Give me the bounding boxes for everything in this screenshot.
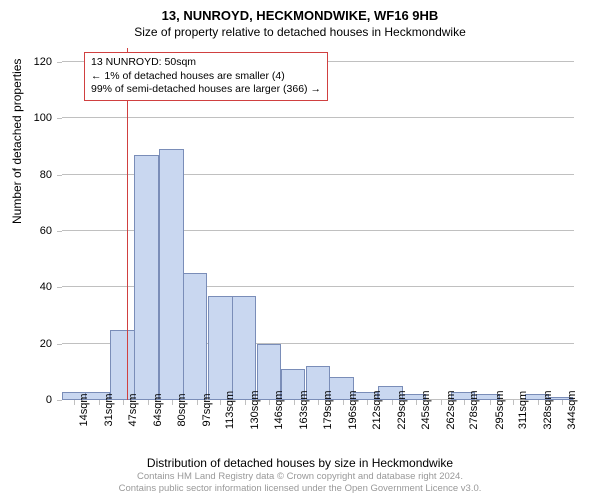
callout-line3: 99% of semi-detached houses are larger (…	[91, 83, 321, 97]
x-tick-label: 328sqm	[542, 390, 554, 429]
y-tick-label: 100	[2, 112, 52, 124]
bar	[159, 149, 183, 400]
chart-title-line2: Size of property relative to detached ho…	[0, 23, 600, 39]
x-tick-label: 295sqm	[494, 390, 506, 429]
x-tick-label: 212sqm	[371, 390, 383, 429]
y-tick-label: 20	[2, 338, 52, 350]
footer-attribution: Contains HM Land Registry data © Crown c…	[0, 471, 600, 494]
x-tick-label: 311sqm	[517, 391, 529, 429]
x-tick-label: 97sqm	[201, 393, 213, 426]
callout-line1: 13 NUNROYD: 50sqm	[91, 56, 321, 70]
x-tick-label: 278sqm	[468, 390, 480, 429]
x-tick-label: 196sqm	[347, 390, 359, 429]
x-tick-label: 64sqm	[152, 393, 164, 426]
x-tick-label: 80sqm	[176, 393, 188, 426]
y-axis-title: Number of detached properties	[10, 59, 24, 224]
x-tick-label: 163sqm	[298, 390, 310, 429]
bar	[232, 296, 256, 400]
bar	[183, 273, 207, 400]
x-tick-label: 262sqm	[445, 390, 457, 429]
x-tick-label: 31sqm	[103, 393, 115, 426]
bar	[110, 330, 134, 400]
footer-line1: Contains HM Land Registry data © Crown c…	[0, 471, 600, 482]
callout-line2: ← 1% of detached houses are smaller (4)	[91, 70, 321, 84]
bar	[208, 296, 232, 400]
x-tick-label: 130sqm	[249, 390, 261, 429]
y-tick-label: 60	[2, 225, 52, 237]
footer-line2: Contains public sector information licen…	[0, 483, 600, 494]
callout-box: 13 NUNROYD: 50sqm ← 1% of detached house…	[84, 52, 328, 101]
y-tick-label: 0	[2, 394, 52, 406]
x-tick-label: 245sqm	[420, 390, 432, 429]
gridline	[62, 117, 574, 118]
chart-title-line1: 13, NUNROYD, HECKMONDWIKE, WF16 9HB	[0, 0, 600, 23]
y-tick-label: 40	[2, 281, 52, 293]
x-tick-label: 344sqm	[566, 390, 578, 429]
x-tick-label: 146sqm	[273, 390, 285, 429]
y-tick-label: 120	[2, 56, 52, 68]
x-tick-label: 47sqm	[127, 393, 139, 426]
x-tick-label: 179sqm	[322, 390, 334, 429]
x-axis-title: Distribution of detached houses by size …	[0, 456, 600, 470]
x-tick-label: 229sqm	[396, 390, 408, 429]
x-tick-label: 113sqm	[224, 391, 236, 429]
y-tick-label: 80	[2, 169, 52, 181]
x-tick-label: 14sqm	[78, 393, 90, 426]
bar	[134, 155, 158, 400]
